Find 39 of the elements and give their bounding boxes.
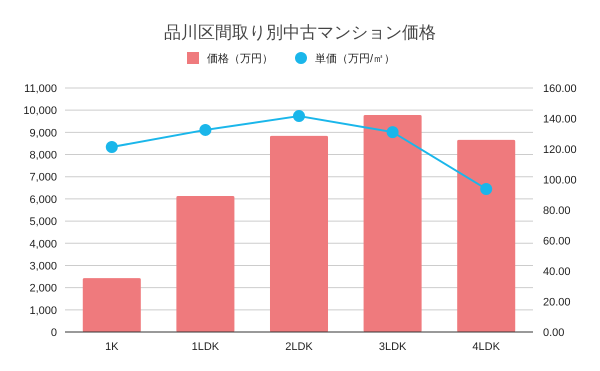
y-tick-label: 8,000	[29, 150, 57, 162]
bar	[270, 136, 328, 332]
y-tick-label: 2,000	[29, 282, 57, 295]
y2-tick-label: 120.00	[543, 144, 577, 156]
y2-tick-label: 160.00	[543, 83, 577, 95]
y-tick-label: 4,000	[29, 238, 57, 250]
y-tick-label: 3,000	[29, 260, 57, 272]
x-tick-label: 4LDK	[472, 341, 501, 353]
x-tick-label: 2LDK	[285, 341, 314, 353]
y-tick-label: 5,000	[29, 216, 57, 228]
x-tick-label: 1LDK	[192, 341, 220, 353]
point	[293, 110, 305, 122]
point	[386, 126, 399, 138]
y2-tick-label: 40.00	[543, 266, 571, 278]
y-tick-label: 7,000	[29, 172, 57, 184]
legend-label: 価格（万円）	[207, 53, 273, 65]
legend-label: 単価（万円/㎡）	[315, 53, 396, 65]
y2-tick-label: 60.00	[543, 236, 571, 248]
x-tick-label: 1K	[105, 341, 120, 353]
bar	[176, 196, 234, 332]
x-tick-label: 3LDK	[378, 341, 408, 353]
bar	[457, 140, 516, 332]
point	[106, 141, 118, 154]
bar	[82, 278, 141, 332]
y2-tick-label: 140.00	[543, 114, 577, 126]
y-tick-label: 1,000	[29, 304, 57, 317]
y-tick-label: 10,000	[23, 105, 57, 118]
chart-title: 品川区間取り別中古マンション価格	[164, 23, 436, 42]
y-tick-label: 6,000	[29, 194, 57, 206]
point	[480, 182, 492, 195]
y-tick-label: 11,000	[24, 83, 57, 95]
y2-tick-label: 0.00	[543, 327, 564, 339]
bar	[364, 115, 422, 332]
point	[199, 124, 212, 136]
y-tick-label: 9,000	[29, 127, 57, 140]
y2-tick-label: 20.00	[543, 296, 571, 308]
y-tick-label: 0	[50, 327, 57, 339]
y2-tick-label: 80.00	[543, 205, 571, 217]
y2-tick-label: 100.00	[543, 174, 577, 186]
